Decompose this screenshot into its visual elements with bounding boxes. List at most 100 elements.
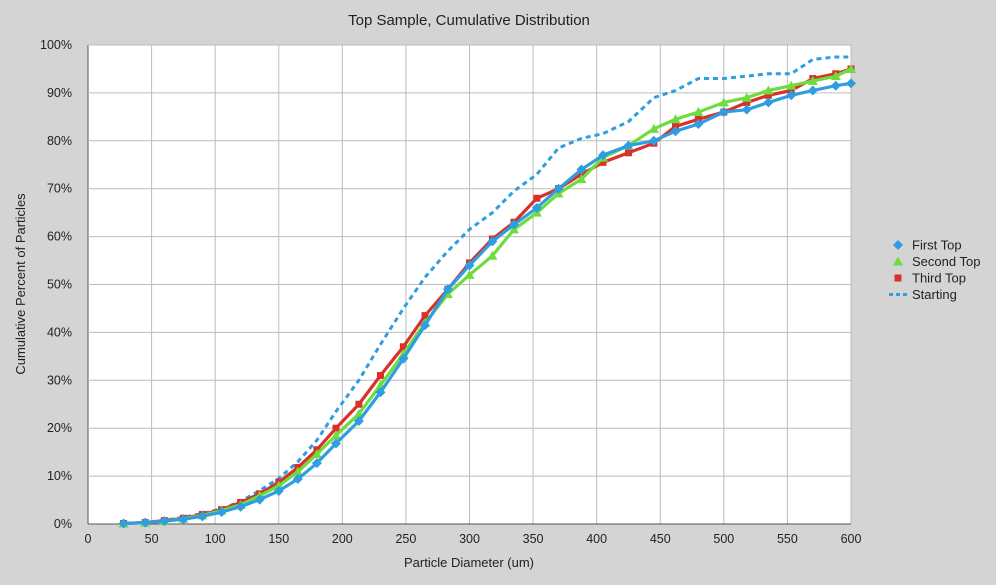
y-tick-label: 50% [47, 278, 72, 292]
data-point-first-top [693, 119, 704, 130]
legend-label-first-top: First Top [912, 238, 962, 253]
data-point-first-top [118, 518, 129, 529]
x-tick-label: 250 [395, 532, 416, 546]
data-point-second-top [718, 97, 729, 107]
x-tick-label: 200 [332, 532, 353, 546]
data-point-second-top [763, 85, 774, 95]
x-tick-label: 350 [523, 532, 544, 546]
data-point-second-top [273, 480, 284, 490]
y-tick-label: 40% [47, 325, 72, 339]
data-point-third-top [355, 400, 363, 408]
data-point-second-top [648, 123, 659, 133]
y-tick-label: 0% [54, 517, 72, 531]
data-point-second-top [292, 466, 303, 476]
data-point-first-top [353, 416, 364, 427]
data-point-first-top [464, 260, 475, 271]
x-tick-label: 550 [777, 532, 798, 546]
data-point-first-top [330, 438, 341, 449]
x-tick-label: 150 [268, 532, 289, 546]
data-point-second-top [846, 63, 856, 73]
data-point-first-top [576, 164, 587, 175]
data-point-first-top [509, 219, 520, 230]
data-point-first-top [553, 183, 564, 194]
data-point-second-top [330, 430, 341, 440]
x-tick-label: 400 [586, 532, 607, 546]
data-point-first-top [159, 516, 170, 527]
data-point-first-top [648, 135, 659, 146]
data-point-second-top [830, 71, 841, 81]
data-point-first-top [442, 284, 453, 295]
y-tick-label: 60% [47, 230, 72, 244]
data-point-second-top [786, 80, 797, 90]
legend-swatch-third-top [894, 274, 902, 282]
y-tick-label: 70% [47, 182, 72, 196]
x-tick-label: 450 [650, 532, 671, 546]
x-axis-label: Particle Diameter (um) [404, 555, 534, 570]
data-point-first-top [531, 202, 542, 213]
data-point-first-top [763, 97, 774, 108]
data-point-third-top [764, 91, 772, 99]
data-point-first-top [254, 494, 265, 505]
y-tick-label: 100% [40, 38, 72, 52]
data-point-first-top [292, 473, 303, 484]
x-tick-label: 0 [85, 532, 92, 546]
data-point-first-top [235, 501, 246, 512]
data-point-third-top [332, 424, 340, 432]
legend-swatch-second-top [893, 256, 903, 266]
y-tick-label: 30% [47, 373, 72, 387]
data-point-first-top [741, 104, 752, 115]
data-point-third-top [624, 149, 632, 157]
data-point-first-top [598, 150, 609, 161]
data-point-first-top [807, 85, 818, 96]
legend-label-starting: Starting [912, 287, 957, 302]
x-tick-label: 600 [841, 532, 862, 546]
data-point-first-top [419, 320, 430, 331]
data-point-first-top [670, 126, 681, 137]
y-axis-ticks: 0% 10% 20% 30% 40% 50% 60% 70% 80% 90% 100% [40, 38, 72, 531]
y-tick-label: 20% [47, 421, 72, 435]
data-point-first-top [178, 514, 189, 525]
y-tick-label: 10% [47, 469, 72, 483]
series-layer [118, 55, 856, 529]
data-point-second-top [487, 250, 498, 260]
data-point-first-top [311, 458, 322, 469]
grid [87, 44, 852, 525]
x-tick-label: 300 [459, 532, 480, 546]
data-point-third-top [421, 312, 429, 320]
data-point-first-top [487, 236, 498, 247]
data-point-second-top [576, 174, 587, 184]
data-point-second-top [807, 75, 818, 85]
data-point-third-top [599, 158, 607, 166]
y-tick-label: 90% [47, 86, 72, 100]
y-tick-label: 80% [47, 134, 72, 148]
legend-label-third-top: Third Top [912, 271, 966, 286]
x-tick-label: 100 [205, 532, 226, 546]
x-tick-label: 500 [713, 532, 734, 546]
data-point-third-top [533, 194, 541, 202]
legend-item-third-top: Third Top [894, 271, 966, 286]
data-point-first-top [786, 90, 797, 101]
data-point-first-top [140, 517, 151, 528]
legend-swatch-first-top [893, 240, 903, 250]
x-tick-label: 50 [145, 532, 159, 546]
data-point-second-top [693, 107, 704, 117]
y-axis-label: Cumulative Percent of Particles [13, 193, 28, 375]
series-first-top [118, 78, 856, 529]
data-point-first-top [197, 511, 208, 522]
data-point-third-top [376, 372, 384, 380]
data-point-first-top [846, 78, 856, 89]
legend-item-second-top: Second Top [893, 254, 980, 269]
chart-title: Top Sample, Cumulative Distribution [348, 12, 590, 29]
data-point-second-top [741, 92, 752, 102]
data-point-third-top [399, 343, 407, 351]
legend-label-second-top: Second Top [912, 254, 980, 269]
legend-item-first-top: First Top [893, 238, 962, 253]
data-point-second-top [670, 114, 681, 124]
data-point-first-top [216, 507, 227, 518]
data-point-first-top [718, 107, 729, 118]
data-point-first-top [375, 387, 386, 398]
x-axis-ticks: 0 50 100 150 200 250 300 350 400 450 500 550 600 [85, 532, 862, 546]
data-point-first-top [623, 140, 634, 151]
